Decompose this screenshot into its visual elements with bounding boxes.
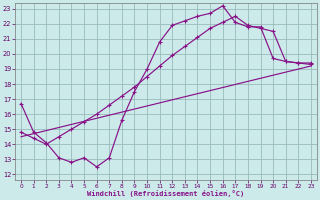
X-axis label: Windchill (Refroidissement éolien,°C): Windchill (Refroidissement éolien,°C) (87, 190, 244, 197)
